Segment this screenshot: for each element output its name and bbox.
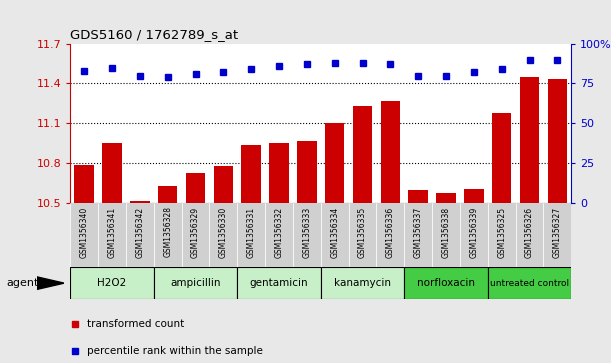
- Text: GSM1356339: GSM1356339: [469, 207, 478, 258]
- Bar: [269, 143, 289, 363]
- Bar: [404, 203, 432, 267]
- Bar: [158, 186, 177, 363]
- Bar: [321, 267, 404, 299]
- Bar: [297, 141, 316, 363]
- Text: GDS5160 / 1762789_s_at: GDS5160 / 1762789_s_at: [70, 28, 238, 41]
- Bar: [321, 203, 349, 267]
- Bar: [265, 203, 293, 267]
- Bar: [381, 101, 400, 363]
- Text: kanamycin: kanamycin: [334, 278, 391, 288]
- Polygon shape: [37, 277, 64, 290]
- Bar: [241, 145, 261, 363]
- Bar: [102, 143, 122, 363]
- Text: ampicillin: ampicillin: [170, 278, 221, 288]
- Bar: [154, 267, 237, 299]
- Text: GSM1356330: GSM1356330: [219, 207, 228, 258]
- Bar: [214, 166, 233, 363]
- Text: agent: agent: [6, 278, 38, 288]
- Text: GSM1356340: GSM1356340: [79, 207, 89, 258]
- Text: gentamicin: gentamicin: [250, 278, 309, 288]
- Bar: [520, 77, 540, 363]
- Bar: [436, 193, 456, 363]
- Text: GSM1356329: GSM1356329: [191, 207, 200, 258]
- Text: GSM1356327: GSM1356327: [553, 207, 562, 258]
- Text: GSM1356333: GSM1356333: [302, 207, 312, 258]
- Bar: [181, 203, 210, 267]
- Bar: [75, 165, 94, 363]
- Text: GSM1356337: GSM1356337: [414, 207, 423, 258]
- Text: GSM1356326: GSM1356326: [525, 207, 534, 258]
- Bar: [237, 203, 265, 267]
- Text: transformed count: transformed count: [87, 319, 185, 329]
- Text: untreated control: untreated control: [490, 279, 569, 287]
- Bar: [488, 203, 516, 267]
- Text: GSM1356328: GSM1356328: [163, 207, 172, 257]
- Text: GSM1356342: GSM1356342: [136, 207, 144, 258]
- Text: GSM1356331: GSM1356331: [247, 207, 255, 258]
- Text: GSM1356336: GSM1356336: [386, 207, 395, 258]
- Bar: [488, 267, 571, 299]
- Text: norfloxacin: norfloxacin: [417, 278, 475, 288]
- Bar: [492, 113, 511, 363]
- Bar: [349, 203, 376, 267]
- Text: H2O2: H2O2: [97, 278, 126, 288]
- Text: percentile rank within the sample: percentile rank within the sample: [87, 346, 263, 356]
- Bar: [353, 106, 372, 363]
- Bar: [126, 203, 154, 267]
- Bar: [516, 203, 543, 267]
- Bar: [547, 79, 567, 363]
- Bar: [210, 203, 237, 267]
- Text: GSM1356341: GSM1356341: [108, 207, 117, 258]
- Bar: [98, 203, 126, 267]
- Bar: [460, 203, 488, 267]
- Bar: [432, 203, 460, 267]
- Text: GSM1356338: GSM1356338: [442, 207, 450, 258]
- Bar: [543, 203, 571, 267]
- Bar: [404, 267, 488, 299]
- Bar: [325, 123, 345, 363]
- Bar: [70, 203, 98, 267]
- Text: GSM1356335: GSM1356335: [358, 207, 367, 258]
- Bar: [186, 173, 205, 363]
- Bar: [376, 203, 404, 267]
- Bar: [130, 201, 150, 363]
- Bar: [154, 203, 181, 267]
- Bar: [464, 189, 484, 363]
- Text: GSM1356332: GSM1356332: [274, 207, 284, 258]
- Bar: [293, 203, 321, 267]
- Bar: [409, 190, 428, 363]
- Bar: [237, 267, 321, 299]
- Bar: [70, 267, 154, 299]
- Text: GSM1356334: GSM1356334: [330, 207, 339, 258]
- Text: GSM1356325: GSM1356325: [497, 207, 506, 258]
